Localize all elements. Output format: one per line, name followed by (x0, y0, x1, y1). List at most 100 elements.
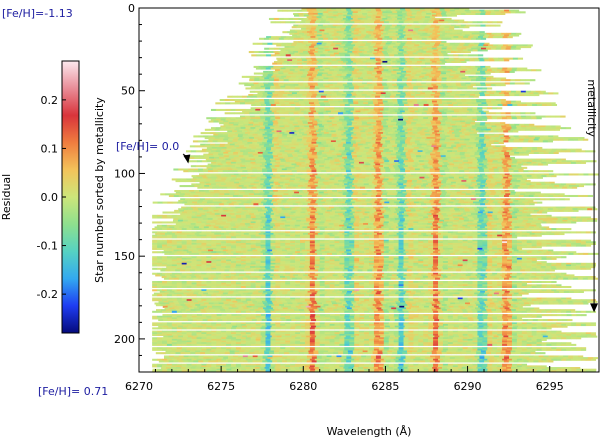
heatmap-cell (392, 112, 398, 115)
heatmap-cell (382, 112, 388, 115)
heatmap-cell (586, 160, 592, 163)
heatmap-cell (459, 42, 465, 45)
heatmap-cell (425, 94, 431, 97)
heatmap-cell (337, 12, 343, 16)
heatmap-cell (326, 138, 332, 141)
heatmap-cell (360, 57, 366, 60)
heatmap-cell (315, 148, 321, 151)
heatmap-cell (383, 52, 389, 55)
heatmap-cell (408, 69, 414, 72)
heatmap-cell (259, 165, 266, 168)
heatmap-cell (345, 57, 351, 60)
heatmap-cell (219, 145, 225, 148)
heatmap-cell (471, 125, 477, 128)
heatmap-cell (454, 140, 460, 143)
heatmap-cell (343, 115, 349, 118)
heatmap-cell (356, 59, 362, 62)
heatmap-cell (301, 19, 307, 22)
heatmap-cell (460, 155, 466, 158)
heatmap-cell (318, 137, 324, 140)
heatmap-cell (531, 117, 537, 120)
heatmap-cell (378, 125, 384, 128)
heatmap-cell (311, 95, 317, 98)
heatmap-cell (440, 65, 447, 68)
heatmap-cell (505, 128, 511, 131)
heatmap-cell (418, 117, 424, 120)
heatmap-cell (324, 108, 330, 111)
heatmap-cell (469, 142, 475, 145)
heatmap-cell (260, 161, 266, 164)
heatmap-cell (259, 115, 265, 118)
heatmap-cell (472, 118, 478, 121)
heatmap-cell (247, 120, 254, 123)
heatmap-cell (346, 153, 352, 156)
heatmap-cell (372, 79, 378, 82)
heatmap-cell (452, 85, 459, 88)
heatmap-cell (523, 138, 530, 141)
heatmap-cell (287, 155, 294, 158)
heatmap-cell (400, 31, 406, 34)
heatmap-cell (282, 138, 288, 141)
heatmap-cell (350, 95, 356, 98)
heatmap-cell (380, 142, 386, 145)
heatmap-cell (352, 79, 358, 82)
heatmap-cell (467, 107, 473, 110)
heatmap-cell (464, 138, 470, 141)
heatmap-cell (350, 44, 356, 47)
heatmap-cell (264, 37, 270, 40)
heatmap-cell (430, 9, 436, 12)
heatmap-cell (485, 122, 491, 125)
heatmap-cell (439, 135, 446, 138)
heatmap-cell (444, 168, 450, 171)
heatmap-cell (545, 150, 552, 153)
heatmap-cell (468, 163, 475, 166)
heatmap-cell (344, 146, 351, 150)
heatmap-cell (362, 60, 368, 63)
heatmap-cell (403, 117, 409, 120)
heatmap-row (253, 65, 491, 68)
heatmap-cell (498, 140, 504, 143)
heatmap-cell (249, 90, 256, 93)
heatmap-cell (363, 87, 369, 90)
heatmap-cell (430, 70, 436, 73)
heatmap-cell (537, 148, 543, 151)
heatmap-row (248, 94, 540, 97)
heatmap-cell (394, 44, 400, 47)
heatmap-cell (341, 135, 347, 138)
heatmap-cell (269, 90, 275, 93)
heatmap-cell (460, 72, 467, 75)
heatmap-cell (326, 151, 333, 154)
heatmap-cell (415, 34, 421, 37)
heatmap-cell (387, 14, 393, 17)
heatmap-cell (286, 110, 292, 113)
heatmap-cell (368, 165, 374, 168)
heatmap-cell (286, 163, 292, 166)
heatmap-cell (460, 24, 467, 27)
heatmap-cell (296, 110, 302, 113)
heatmap-cell (279, 87, 286, 90)
heatmap-cell (426, 145, 432, 148)
heatmap-cell (382, 14, 388, 17)
heatmap-cell (526, 161, 532, 164)
heatmap-cell (401, 72, 407, 75)
heatmap-cell (404, 8, 411, 11)
heatmap-cell (405, 16, 411, 19)
heatmap-cell (409, 110, 415, 113)
heatmap-cell (411, 24, 417, 27)
heatmap-cell (542, 140, 549, 143)
heatmap-cell (345, 140, 351, 143)
heatmap-cell (414, 44, 420, 47)
heatmap-cell (350, 110, 356, 113)
heatmap-cell (316, 153, 322, 156)
heatmap-cell (440, 94, 446, 97)
heatmap-cell (283, 79, 289, 82)
heatmap-cell (355, 168, 361, 171)
heatmap-cell (333, 165, 339, 168)
heatmap-cell (443, 160, 449, 163)
heatmap-cell (495, 84, 501, 87)
heatmap-cell (301, 26, 307, 29)
heatmap-cell (471, 112, 477, 115)
heatmap-cell (411, 156, 417, 159)
heatmap-cell (402, 47, 408, 50)
heatmap-cell (425, 70, 431, 73)
